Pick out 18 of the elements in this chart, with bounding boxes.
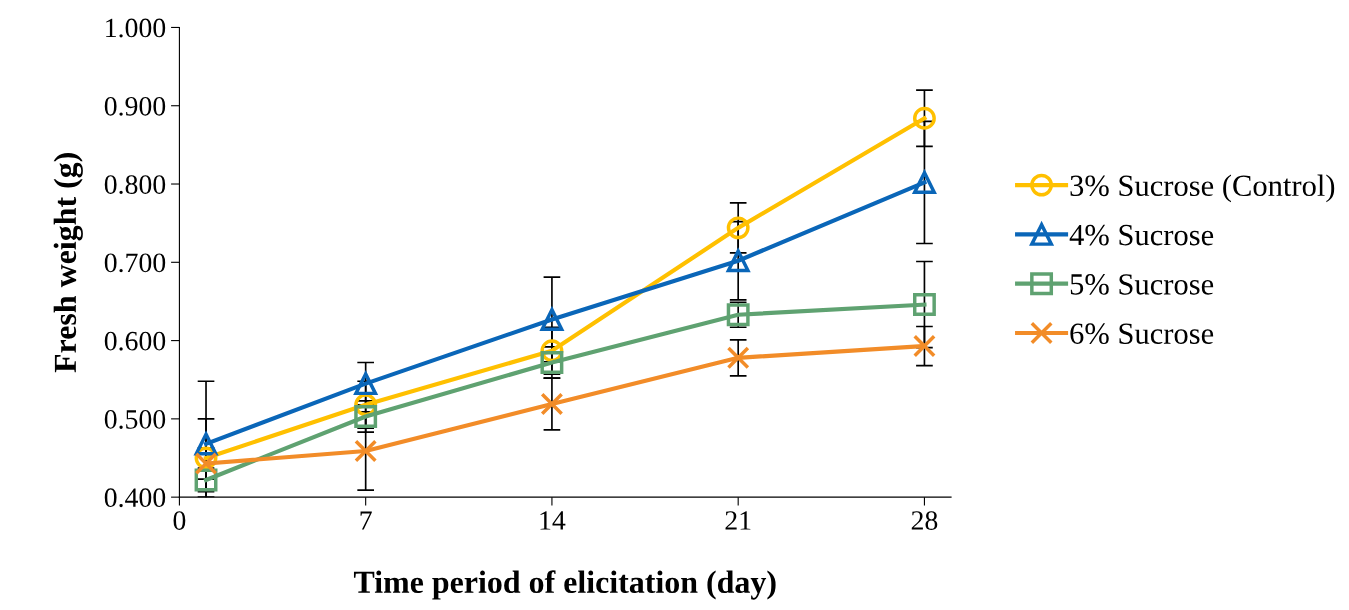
y-tick-label: 0.600 — [104, 331, 166, 351]
x-tick-label: 21 — [725, 511, 751, 530]
x-tick-label: 7 — [360, 511, 372, 530]
legend-label: 3% Sucrose (Control) — [1070, 174, 1335, 203]
x-tick-label: 0 — [173, 511, 186, 530]
legend-label: 6% Sucrose — [1070, 323, 1214, 345]
x-axis-title: Time period of elicitation (day) — [353, 570, 776, 600]
y-tick-label: 0.400 — [104, 488, 166, 508]
y-tick-label: 1.000 — [106, 18, 166, 38]
x-tick-label: 14 — [540, 511, 566, 530]
legend-label: 4% Sucrose — [1069, 224, 1214, 246]
x-tick-label: 28 — [911, 511, 938, 530]
legend-label: 5% Sucrose — [1070, 274, 1214, 295]
y-tick-label: 0.800 — [104, 175, 166, 195]
y-axis-title: Fresh weight (g) — [53, 153, 83, 373]
y-tick-label: 0.900 — [104, 96, 166, 116]
y-tick-label: 0.500 — [104, 410, 166, 429]
y-tick-label: 0.700 — [104, 253, 166, 273]
